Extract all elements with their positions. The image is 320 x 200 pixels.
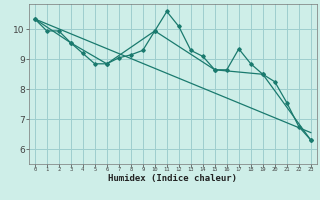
X-axis label: Humidex (Indice chaleur): Humidex (Indice chaleur) [108,174,237,183]
